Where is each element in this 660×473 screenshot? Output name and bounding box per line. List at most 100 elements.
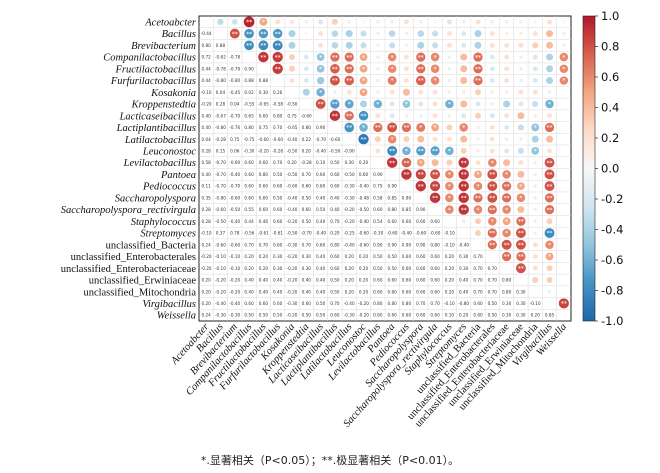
correlation-value: 0.60 [387,278,397,283]
correlation-circle [489,136,495,142]
correlation-circle [244,28,254,39]
correlation-value: 0.90 [316,125,326,130]
correlation-value: -0.60 [358,242,369,247]
significance-mark: * [362,66,365,73]
correlation-value: -0.79 [229,66,240,71]
correlation-circle [374,136,381,143]
correlation-circle [289,78,295,83]
significance-mark: ** [547,195,553,202]
correlation-circle [533,20,537,24]
correlation-value: -0.10 [215,266,226,271]
row-label: unclassified_Bacteria [106,240,197,251]
significance-mark: * [391,136,394,143]
correlation-circle [474,229,482,237]
correlation-circle [473,193,483,203]
correlation-value: 0.88 [259,78,269,83]
correlation-value: 0.20 [531,313,541,318]
correlation-circle [487,228,497,238]
correlation-circle [562,43,566,48]
significance-mark: * [319,89,322,96]
correlation-value: -0.70 [215,160,226,165]
correlation-value: 0.60 [402,219,412,224]
correlation-value: 0.80 [373,301,383,306]
correlation-circle [544,204,555,215]
significance-mark: * [505,172,508,179]
correlation-circle [432,42,439,49]
correlation-value: -0.80 [229,78,240,83]
correlation-circle [273,28,283,39]
correlation-circle [544,122,555,133]
correlation-circle [515,263,526,274]
correlation-circle [303,66,309,72]
correlation-circle [316,76,325,85]
correlation-value: 0.11 [201,184,211,189]
correlation-circle [258,28,269,39]
correlation-value: -0.70 [215,184,226,189]
significance-mark: * [519,195,522,202]
correlation-circle [502,181,512,191]
correlation-circle [346,89,352,95]
correlation-value: -0.80 [215,125,226,130]
correlation-value: -0.60 [330,137,341,142]
correlation-value: 0.28 [201,149,211,154]
correlation-circle [460,100,468,108]
correlation-value: 0.60 [359,172,369,177]
correlation-value: 0.50 [273,172,283,177]
correlation-circle [258,40,269,51]
correlation-circle [473,75,483,86]
correlation-value: 0.60 [259,184,269,189]
correlation-value: 0.70 [273,160,283,165]
significance-mark: ** [418,183,424,190]
significance-mark: * [519,183,522,190]
correlation-circle [345,41,353,49]
correlation-circle [389,113,395,119]
correlation-value: 0.40 [459,289,469,294]
colorbar-tick-label: -1.0 [601,314,623,328]
significance-mark: ** [346,66,352,73]
significance-mark: * [434,78,437,85]
correlation-value: -0.10 [444,231,455,236]
correlation-circle [389,42,396,49]
correlation-circle [519,67,523,71]
correlation-circle [562,31,566,36]
correlation-value: 0.30 [459,254,469,259]
correlation-circle [305,32,308,35]
correlation-value: 0.60 [244,195,254,200]
correlation-circle [461,90,466,94]
correlation-value: 0.40 [201,125,211,130]
correlation-value: 0.50 [273,195,283,200]
correlation-value: -0.55 [244,102,255,107]
row-label: Kroppenstedtia [131,100,196,111]
correlation-circle [358,110,369,121]
correlation-value: 0.70 [473,266,483,271]
significance-mark: * [505,218,508,225]
correlation-circle [415,75,426,86]
correlation-value: -0.40 [287,195,298,200]
correlation-circle [474,170,482,179]
significance-mark: ** [246,43,252,50]
correlation-circle [333,90,337,94]
correlation-circle [515,239,526,250]
correlation-value: 0.50 [316,313,326,318]
correlation-circle [474,89,482,96]
correlation-value: 0.40 [244,278,254,283]
correlation-circle [562,20,566,24]
correlation-value: -0.50 [344,172,355,177]
correlation-value: 0.15 [216,149,226,154]
correlation-value: -0.20 [258,149,269,154]
correlation-circle [432,101,438,107]
correlation-circle [547,90,552,94]
correlation-value: 0.40 [201,172,211,177]
significance-mark: ** [260,43,266,50]
correlation-value: 0.85 [387,195,397,200]
correlation-circle [347,20,351,24]
correlation-circle [532,78,538,83]
correlation-value: 0.90 [244,66,254,71]
correlation-circle [431,123,439,132]
significance-mark: * [477,207,480,214]
correlation-circle [305,44,308,47]
correlation-circle [318,42,324,48]
correlation-circle [531,123,540,132]
correlation-circle [229,28,240,39]
correlation-value: 0.46 [259,219,269,224]
